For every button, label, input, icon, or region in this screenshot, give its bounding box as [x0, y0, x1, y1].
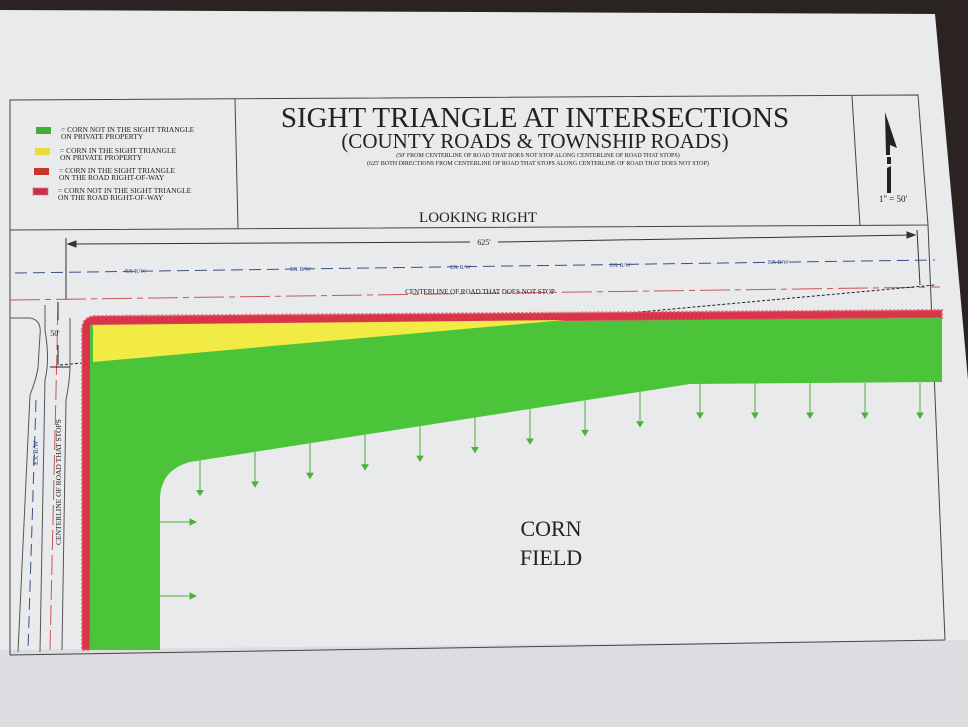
arrow-head [581, 429, 589, 437]
north-arrow-icon [885, 112, 897, 193]
centerline-stop-label: CENTERLINE OF ROAD THAT STOPS [54, 419, 63, 545]
title-block [9, 94, 946, 656]
ex-rw-line-top [14, 259, 936, 274]
legend-label: ON PRIVATE PROPERTY [60, 153, 143, 162]
legend-item-red: = CORN IN THE SIGHT TRIANGLE ON THE ROAD… [34, 166, 176, 182]
arrow-head [471, 447, 479, 454]
legend-label: ON THE ROAD RIGHT-OF-WAY [58, 193, 164, 202]
dimension-50 [50, 302, 70, 368]
arrow-head [806, 412, 814, 419]
arrow-head [861, 412, 869, 419]
ex-rw-label: EX R/W [290, 267, 311, 273]
legend-swatch [36, 127, 51, 134]
centerline-no-stop [9, 286, 941, 301]
corn-yellow-sight-triangle [93, 320, 565, 362]
ex-rw-label: EX R/W [768, 260, 789, 266]
legend-label: = CORN NOT IN THE SIGHT TRIANGLE [58, 186, 192, 195]
note-1: (50' FROM CENTERLINE OF ROAD THAT DOES N… [396, 152, 679, 159]
ex-rw-label: EX R/W [450, 265, 471, 271]
centerline-stop [49, 304, 59, 651]
legend-swatch [35, 148, 50, 155]
ex-rw-label-left: EX R/W [32, 440, 40, 465]
corn-green-region [90, 318, 942, 650]
page-subtitle: (COUNTY ROADS & TOWNSHIP ROADS) [341, 129, 728, 153]
arrow-head [196, 489, 204, 497]
ex-rw-line-left [27, 399, 37, 651]
arrow-head [306, 472, 314, 480]
dimension-625-label: 625' [477, 238, 491, 247]
legend: = CORN NOT IN THE SIGHT TRIANGLE ON PRIV… [32, 125, 195, 202]
paper-shadow [0, 640, 968, 727]
legend-label: ON THE ROAD RIGHT-OF-WAY [59, 173, 165, 182]
arrow-head [416, 455, 424, 463]
legend-item-green: = CORN NOT IN THE SIGHT TRIANGLE ON PRIV… [36, 125, 195, 141]
arrow-head [251, 481, 259, 488]
view-label: LOOKING RIGHT [419, 210, 537, 226]
arrow-head [361, 464, 369, 471]
field-label-field: FIELD [520, 545, 582, 570]
ex-rw-label: EX R/W [610, 263, 631, 269]
field-label-corn: CORN [520, 516, 581, 541]
arrow-head [751, 412, 759, 419]
arrow-head [696, 412, 704, 419]
dimension-50-label: 50' [50, 329, 60, 338]
legend-label: = CORN NOT IN THE SIGHT TRIANGLE [61, 125, 195, 134]
setback-arrows [160, 383, 924, 600]
legend-item-red-pink: = CORN NOT IN THE SIGHT TRIANGLE ON THE … [32, 186, 192, 202]
arrow-head [916, 412, 924, 419]
legend-label: = CORN IN THE SIGHT TRIANGLE [59, 166, 176, 175]
side-road [10, 305, 71, 653]
arrow-head [189, 518, 198, 526]
legend-label: ON PRIVATE PROPERTY [61, 132, 144, 141]
centerline-no-stop-label: CENTERLINE OF ROAD THAT DOES NOT STOP [405, 288, 555, 296]
scale-label: 1" = 50' [879, 194, 908, 204]
arrow-head [526, 438, 534, 445]
note-2: (625' BOTH DIRECTIONS FROM CENTERLINE OF… [367, 160, 709, 167]
arrow-head [636, 421, 644, 428]
page-title: SIGHT TRIANGLE AT INTERSECTIONS [281, 102, 789, 134]
legend-swatch [32, 187, 49, 196]
dimension-625 [65, 229, 921, 300]
ex-rw-label: EX R/W [125, 269, 146, 275]
arrow-head [189, 592, 198, 600]
legend-item-yellow: = CORN IN THE SIGHT TRIANGLE ON PRIVATE … [35, 146, 177, 162]
ex-rw-labels: EX R/W EX R/W EX R/W EX R/W EX R/W [125, 260, 789, 275]
legend-label: = CORN IN THE SIGHT TRIANGLE [60, 146, 177, 155]
legend-swatch [34, 168, 49, 175]
